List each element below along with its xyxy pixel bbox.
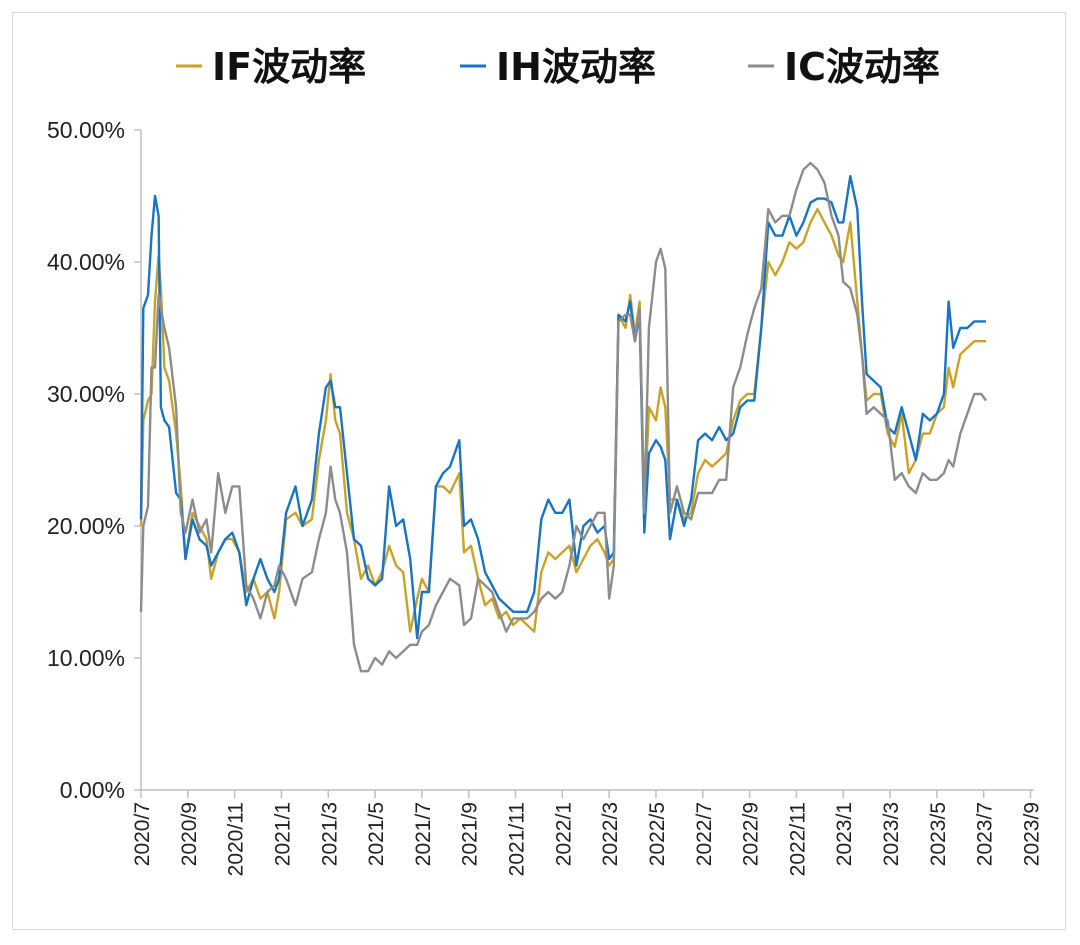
series-lines [139, 161, 987, 673]
legend-label-2: IH波动率 [496, 45, 656, 89]
y-tick-label: 50.00% [47, 117, 125, 143]
y-tick-label: 10.00% [47, 645, 125, 671]
x-tick-label: 2021/11 [506, 802, 529, 876]
y-tick-label: 30.00% [47, 381, 125, 407]
x-tick-label: 2020/11 [225, 802, 248, 876]
y-tick-label: 0.00% [60, 777, 125, 803]
x-tick-label: 2021/1 [271, 802, 294, 866]
x-tick-label: 2021/3 [318, 802, 341, 866]
x-tick-label: 2022/11 [786, 802, 809, 876]
legend-label-1: IF波动率 [212, 45, 366, 89]
x-tick-label: 2022/1 [552, 802, 575, 866]
x-tick-label: 2023/5 [927, 802, 950, 866]
x-tick-label: 2021/9 [459, 802, 482, 866]
x-tick-label: 2022/9 [740, 802, 763, 866]
x-tick-label: 2021/5 [365, 802, 388, 866]
x-tick-label: 2023/7 [974, 802, 997, 866]
x-tick-label: 2023/9 [1020, 802, 1043, 866]
legend-label-3: IC波动率 [784, 45, 940, 89]
x-tick-label: 2023/1 [833, 802, 856, 866]
x-tick-label: 2022/7 [693, 802, 716, 866]
series-line-2 [139, 175, 986, 640]
x-tick-label: 2021/7 [412, 802, 435, 866]
legend: IF波动率 IH波动率 IC波动率 [176, 45, 940, 89]
x-tick-label: 2020/7 [131, 802, 154, 866]
x-tick-label: 2022/5 [646, 802, 669, 866]
x-axis-ticks: 2020/7 2020/9 2020/11 2021/1 2021/3 2021/5 202… [131, 790, 1043, 876]
x-tick-label: 2023/3 [880, 802, 903, 866]
x-tick-label: 2022/3 [599, 802, 622, 866]
series-line-3 [139, 161, 987, 673]
axes [140, 130, 1034, 791]
y-tick-label: 20.00% [47, 513, 125, 539]
series-line-1 [139, 208, 986, 633]
chart-frame [12, 12, 1066, 930]
x-tick-label: 2020/9 [178, 802, 201, 866]
y-tick-label: 40.00% [47, 249, 125, 275]
y-axis-ticks: 0.00% 10.00% 20.00% 30.00% 40.00% 50.00% [47, 117, 141, 803]
